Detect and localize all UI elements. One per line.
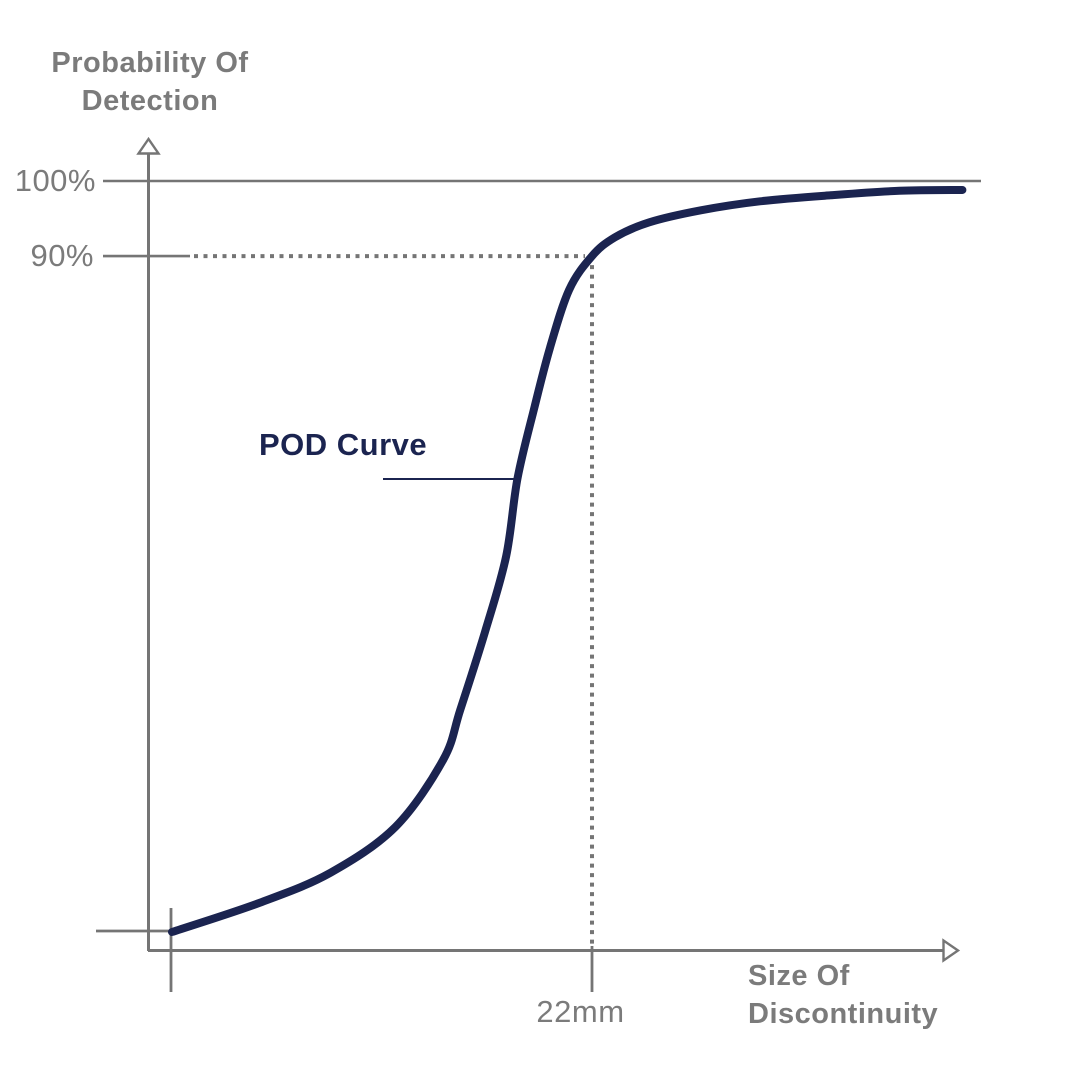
pod-curve-path: [168, 186, 967, 936]
y-tick-label-90: 90%: [30, 238, 94, 273]
x-axis-title: Size Of Discontinuity: [748, 957, 1048, 1033]
y-tick-label-100: 100%: [14, 163, 96, 198]
x-tick-label-22mm: 22mm: [536, 994, 625, 1029]
y-axis-title-line1: Probability Of: [51, 47, 249, 79]
y-axis-arrowhead-icon: [136, 136, 161, 155]
x-axis-title-line1: Size Of: [748, 960, 850, 992]
x-axis-arrowhead-icon: [942, 938, 961, 963]
y-axis-title-line2: Detection: [81, 85, 219, 117]
x-axis-title-line2: Discontinuity: [748, 998, 939, 1030]
y-axis-title: Probability Of Detection: [8, 44, 292, 120]
curve-label: POD Curve: [259, 427, 428, 462]
